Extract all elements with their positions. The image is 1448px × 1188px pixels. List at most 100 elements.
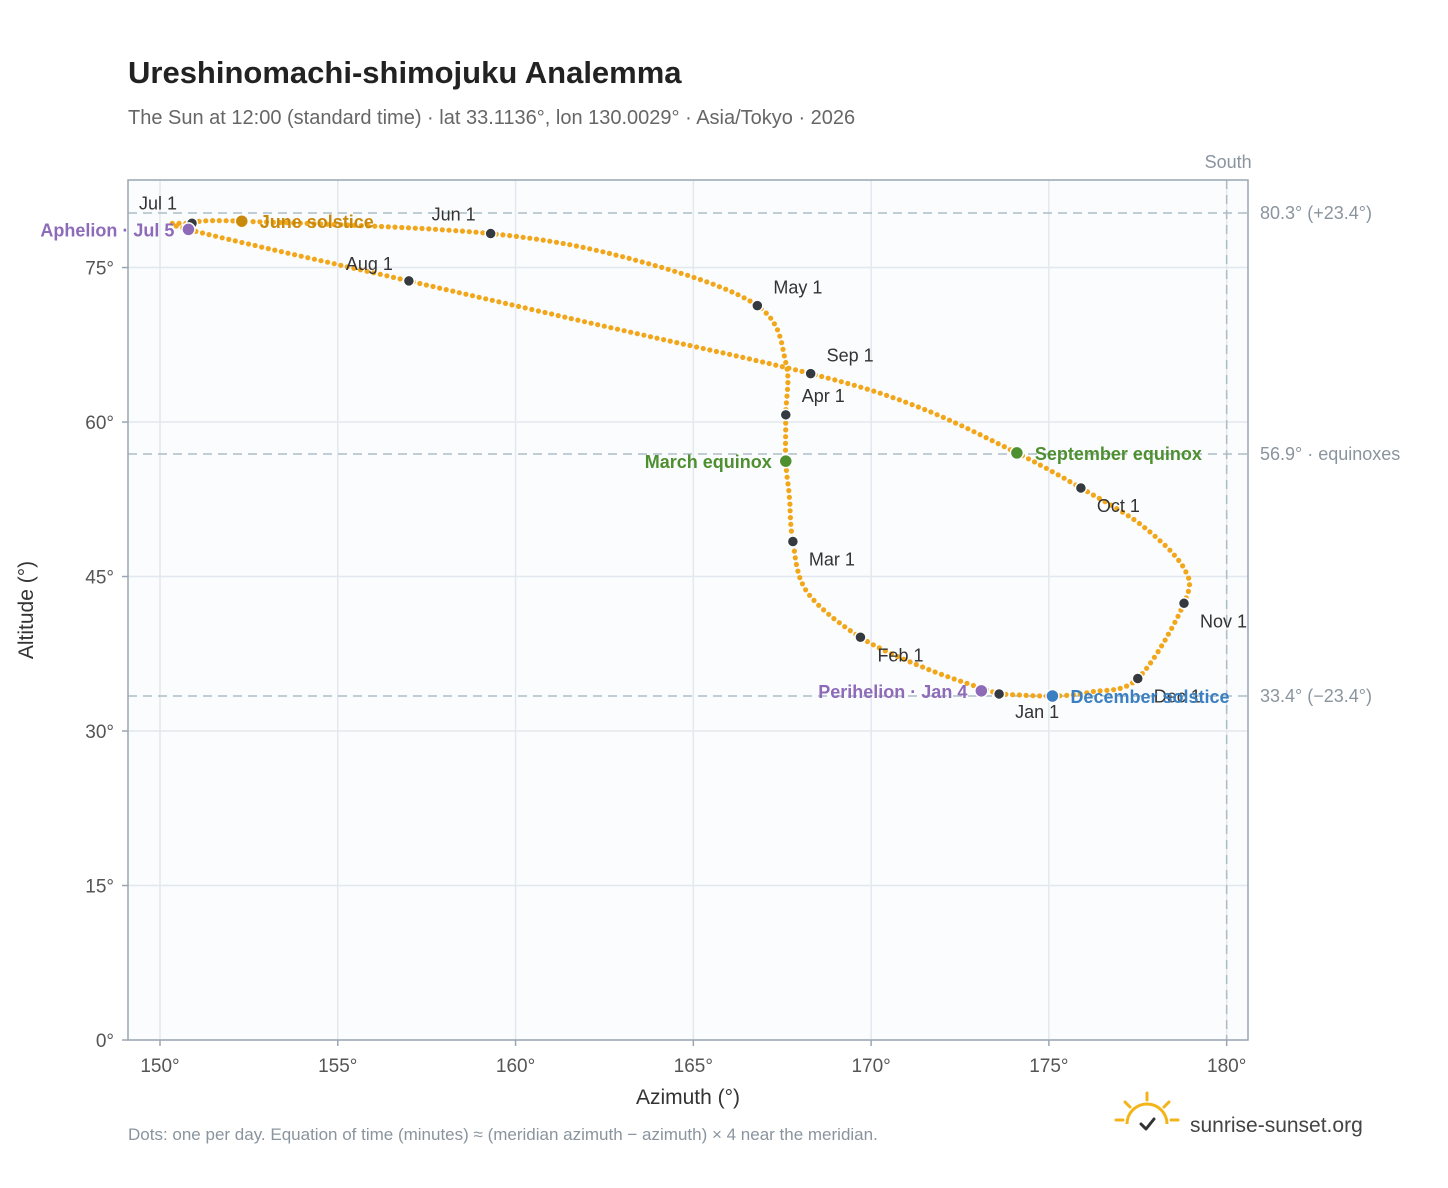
- y-tick-label: 0°: [96, 1031, 114, 1052]
- analemma-dot: [785, 481, 791, 487]
- plot-area: [128, 180, 1248, 1040]
- y-tick-label: 75°: [85, 259, 114, 280]
- analemma-dot: [774, 327, 781, 333]
- analemma-dot: [821, 607, 827, 613]
- analemma-dot: [760, 359, 766, 365]
- analemma-dot: [1152, 533, 1158, 539]
- analemma-dot: [473, 229, 479, 235]
- analemma-dot: [783, 400, 790, 406]
- x-tick-label: 180°: [1207, 1056, 1246, 1077]
- analemma-dot: [784, 474, 790, 480]
- analemma-dot: [587, 246, 593, 252]
- analemma-dot: [412, 225, 418, 231]
- analemma-dot: [507, 233, 513, 239]
- event-label: December solstice: [1070, 687, 1229, 707]
- analemma-dot: [646, 261, 652, 267]
- analemma-dot: [443, 287, 449, 293]
- analemma-dot: [252, 242, 258, 249]
- analemma-dot: [1162, 542, 1168, 549]
- analemma-dot: [782, 440, 789, 446]
- analemma-dot: [169, 220, 175, 226]
- analemma-dot: [385, 224, 391, 230]
- analemma-dot: [799, 581, 806, 587]
- analemma-dot: [680, 341, 687, 347]
- analemma-dot: [771, 321, 778, 327]
- analemma-dot: [951, 676, 957, 682]
- month-marker-label: Apr 1: [802, 386, 845, 406]
- analemma-dot: [785, 380, 791, 386]
- analemma-dot: [423, 282, 429, 288]
- analemma-dot: [600, 249, 606, 255]
- analemma-dot: [691, 274, 697, 281]
- analemma-dot: [1070, 692, 1076, 698]
- analemma-dot: [338, 262, 344, 268]
- analemma-dot: [581, 319, 588, 325]
- analemma-dot: [901, 656, 907, 662]
- analemma-dot: [661, 337, 667, 343]
- analemma-dot: [365, 223, 371, 229]
- event-marker: [974, 683, 989, 699]
- analemma-dot: [432, 226, 439, 232]
- x-tick-label: 170°: [851, 1056, 890, 1077]
- analemma-dot: [781, 353, 787, 359]
- analemma-dot: [390, 274, 397, 280]
- analemma-dot: [606, 250, 613, 256]
- analemma-dot: [1176, 557, 1182, 564]
- analemma-dot: [560, 240, 566, 247]
- analemma-dot: [786, 365, 792, 371]
- reference-line-label: 33.4° (−23.4°): [1260, 686, 1372, 706]
- analemma-dot: [647, 334, 654, 340]
- analemma-dot: [522, 305, 528, 311]
- analemma-dot: [298, 253, 304, 259]
- analemma-dot: [786, 488, 792, 494]
- analemma-dot: [780, 346, 786, 352]
- analemma-dot: [922, 406, 928, 413]
- analemma-dot: [913, 661, 919, 668]
- analemma-dot: [1001, 444, 1007, 450]
- analemma-dot: [864, 386, 870, 392]
- analemma-dot: [1155, 649, 1161, 655]
- chart-title: Ureshinomachi-shimojuku Analemma: [128, 55, 682, 90]
- month-marker: [1074, 481, 1088, 495]
- analemma-dot: [562, 314, 568, 320]
- analemma-dot: [811, 597, 817, 604]
- analemma-dot: [1157, 538, 1163, 544]
- analemma-dot: [277, 219, 283, 226]
- analemma-dot: [437, 285, 443, 291]
- analemma-dot: [226, 236, 232, 242]
- analemma-dot: [239, 239, 245, 246]
- event-label: June solstice: [260, 212, 374, 232]
- analemma-dot: [626, 255, 632, 261]
- analemma-dot: [1151, 654, 1157, 660]
- analemma-dot: [304, 220, 310, 226]
- analemma-dot: [793, 561, 800, 568]
- analemma-dot: [667, 338, 673, 344]
- analemma-dot: [284, 220, 290, 226]
- month-marker: [804, 367, 817, 380]
- analemma-dot: [210, 218, 216, 224]
- month-marker-label: Aug 1: [346, 254, 393, 274]
- event-label: Aphelion · Jul 5: [40, 220, 174, 240]
- analemma-dot: [971, 429, 977, 435]
- month-markers: Jan 1 Feb 1 Mar 1 Apr 1 May 1 Jun 1 Jul 1 Aug 1…: [139, 193, 1247, 722]
- analemma-dot: [783, 427, 789, 433]
- analemma-dot: [652, 263, 658, 269]
- analemma-dot: [977, 432, 983, 438]
- analemma-dot: [575, 317, 581, 323]
- month-marker: [402, 274, 416, 288]
- analemma-dot: [466, 229, 472, 235]
- analemma-dot: [995, 441, 1001, 447]
- month-marker-label: May 1: [773, 278, 822, 298]
- analemma-dot: [1102, 499, 1108, 505]
- analemma-dot: [768, 315, 774, 321]
- analemma-dot: [685, 272, 691, 278]
- analemma-dot: [665, 266, 671, 272]
- analemma-dot: [807, 592, 813, 598]
- month-marker-label: Dec 1: [1154, 686, 1201, 706]
- analemma-dot: [540, 237, 546, 243]
- analemma-dot: [305, 255, 311, 261]
- reference-line-label: 80.3° (+23.4°): [1260, 203, 1372, 223]
- analemma-dot: [1096, 495, 1102, 501]
- analemma-dot: [694, 344, 700, 350]
- analemma-dot: [509, 302, 515, 308]
